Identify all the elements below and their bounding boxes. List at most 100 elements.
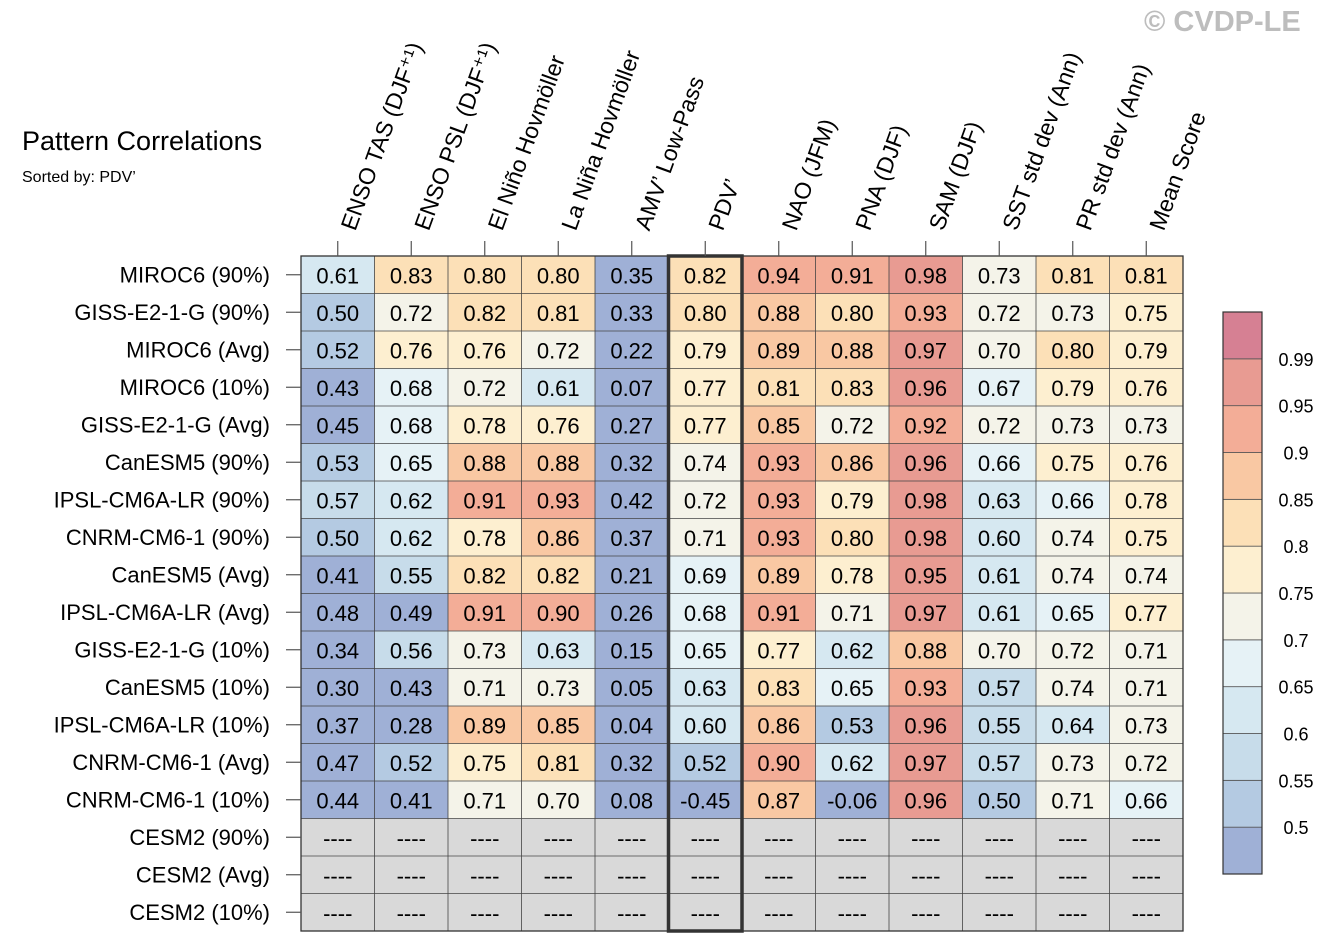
cell-value: 0.77 <box>757 638 800 663</box>
heatmap-cell <box>962 593 1036 631</box>
row-label: CNRM-CM6-1 (Avg) <box>72 750 270 775</box>
heatmap-cell <box>742 368 816 406</box>
heatmap-cell <box>668 593 742 631</box>
cell-value: 0.37 <box>610 526 653 551</box>
cell-value: 0.73 <box>1051 413 1094 438</box>
colorbar-label: 0.95 <box>1278 397 1313 417</box>
cell-value: 0.57 <box>316 488 359 513</box>
heatmap-cell <box>374 406 448 444</box>
cell-value: 0.57 <box>978 751 1021 776</box>
cell-value: 0.50 <box>316 301 359 326</box>
cell-value: ---- <box>470 826 499 851</box>
colorbar-segment <box>1222 686 1263 734</box>
cell-value: 0.86 <box>537 526 580 551</box>
heatmap-cell <box>521 668 595 706</box>
heatmap-cell <box>889 856 963 894</box>
cell-value: 0.97 <box>904 751 947 776</box>
heatmap-cell <box>1109 293 1183 331</box>
heatmap-cell <box>1109 668 1183 706</box>
cell-value: ---- <box>323 826 352 851</box>
heatmap-cell <box>1036 556 1110 594</box>
cell-value: ---- <box>691 863 720 888</box>
cell-value: 0.60 <box>978 526 1021 551</box>
cell-value: 0.65 <box>831 676 874 701</box>
cell-value: 0.73 <box>978 263 1021 288</box>
cell-value: ---- <box>397 826 426 851</box>
cell-value: 0.55 <box>390 563 433 588</box>
heatmap-cell <box>521 556 595 594</box>
colorbar-label: 0.55 <box>1278 771 1313 791</box>
cell-value: 0.86 <box>831 451 874 476</box>
cell-value: 0.93 <box>537 488 580 513</box>
heatmap-cell <box>889 593 963 631</box>
heatmap-cell <box>1036 406 1110 444</box>
heatmap-cell <box>448 331 522 369</box>
heatmap-cell <box>374 593 448 631</box>
heatmap-cell <box>742 818 816 856</box>
heatmap-cell <box>521 443 595 481</box>
cell-value: 0.80 <box>684 301 727 326</box>
cell-value: 0.78 <box>1125 488 1168 513</box>
heatmap-cell <box>1036 743 1110 781</box>
heatmap-cell <box>1109 856 1183 894</box>
cell-value: 0.74 <box>1051 526 1094 551</box>
colorbar-segment <box>1222 639 1263 688</box>
heatmap-cell <box>889 406 963 444</box>
cell-value: 0.93 <box>757 488 800 513</box>
heatmap-cell <box>889 893 963 931</box>
cell-value: 0.45 <box>316 413 359 438</box>
colorbar-segment <box>1222 592 1263 641</box>
cell-value: 0.48 <box>316 601 359 626</box>
cell-value: ---- <box>1058 901 1087 926</box>
row-label: CanESM5 (10%) <box>105 675 270 700</box>
heatmap-cell <box>1036 781 1110 819</box>
cell-value: ---- <box>911 901 940 926</box>
heatmap-cell <box>521 706 595 744</box>
heatmap-cell <box>815 293 889 331</box>
cell-value: 0.50 <box>316 526 359 551</box>
cell-value: ---- <box>911 826 940 851</box>
heatmap-cell <box>815 781 889 819</box>
heatmap-cell <box>962 856 1036 894</box>
cell-value: 0.73 <box>463 638 506 663</box>
cell-value: 0.83 <box>390 263 433 288</box>
cell-value: 0.75 <box>1125 301 1168 326</box>
cell-value: 0.28 <box>390 713 433 738</box>
cell-value: 0.81 <box>1051 263 1094 288</box>
heatmap-cell <box>815 743 889 781</box>
heatmap-cell <box>668 481 742 519</box>
heatmap-cell <box>448 293 522 331</box>
cell-value: 0.82 <box>684 263 727 288</box>
cell-value: 0.77 <box>1125 601 1168 626</box>
cell-value: 0.80 <box>831 301 874 326</box>
cell-value: 0.43 <box>390 676 433 701</box>
cell-value: 0.76 <box>463 338 506 363</box>
cell-value: 0.80 <box>537 263 580 288</box>
cell-value: 0.71 <box>463 788 506 813</box>
heatmap-cell <box>301 706 375 744</box>
cell-value: 0.61 <box>537 376 580 401</box>
heatmap-cell <box>889 743 963 781</box>
heatmap-cell <box>301 593 375 631</box>
heatmap-cell <box>1109 518 1183 556</box>
cell-value: 0.65 <box>390 451 433 476</box>
cell-value: 0.66 <box>1125 788 1168 813</box>
heatmap-cell <box>742 443 816 481</box>
heatmap-cell <box>595 256 669 294</box>
cell-value: ---- <box>323 863 352 888</box>
heatmap-cell <box>668 293 742 331</box>
heatmap-cell <box>962 556 1036 594</box>
cell-value: ---- <box>1132 826 1161 851</box>
heatmap-cell <box>301 893 375 931</box>
column-label: SST std dev (Ann) <box>997 48 1086 233</box>
heatmap-cell <box>742 781 816 819</box>
cell-value: 0.72 <box>1125 751 1168 776</box>
cell-value: 0.81 <box>757 376 800 401</box>
cell-value: ---- <box>1132 901 1161 926</box>
cell-value: ---- <box>691 901 720 926</box>
cell-value: 0.62 <box>831 638 874 663</box>
heatmap-cell <box>1036 293 1110 331</box>
heatmap-cell <box>668 406 742 444</box>
heatmap-cell <box>889 556 963 594</box>
heatmap-cell <box>521 518 595 556</box>
